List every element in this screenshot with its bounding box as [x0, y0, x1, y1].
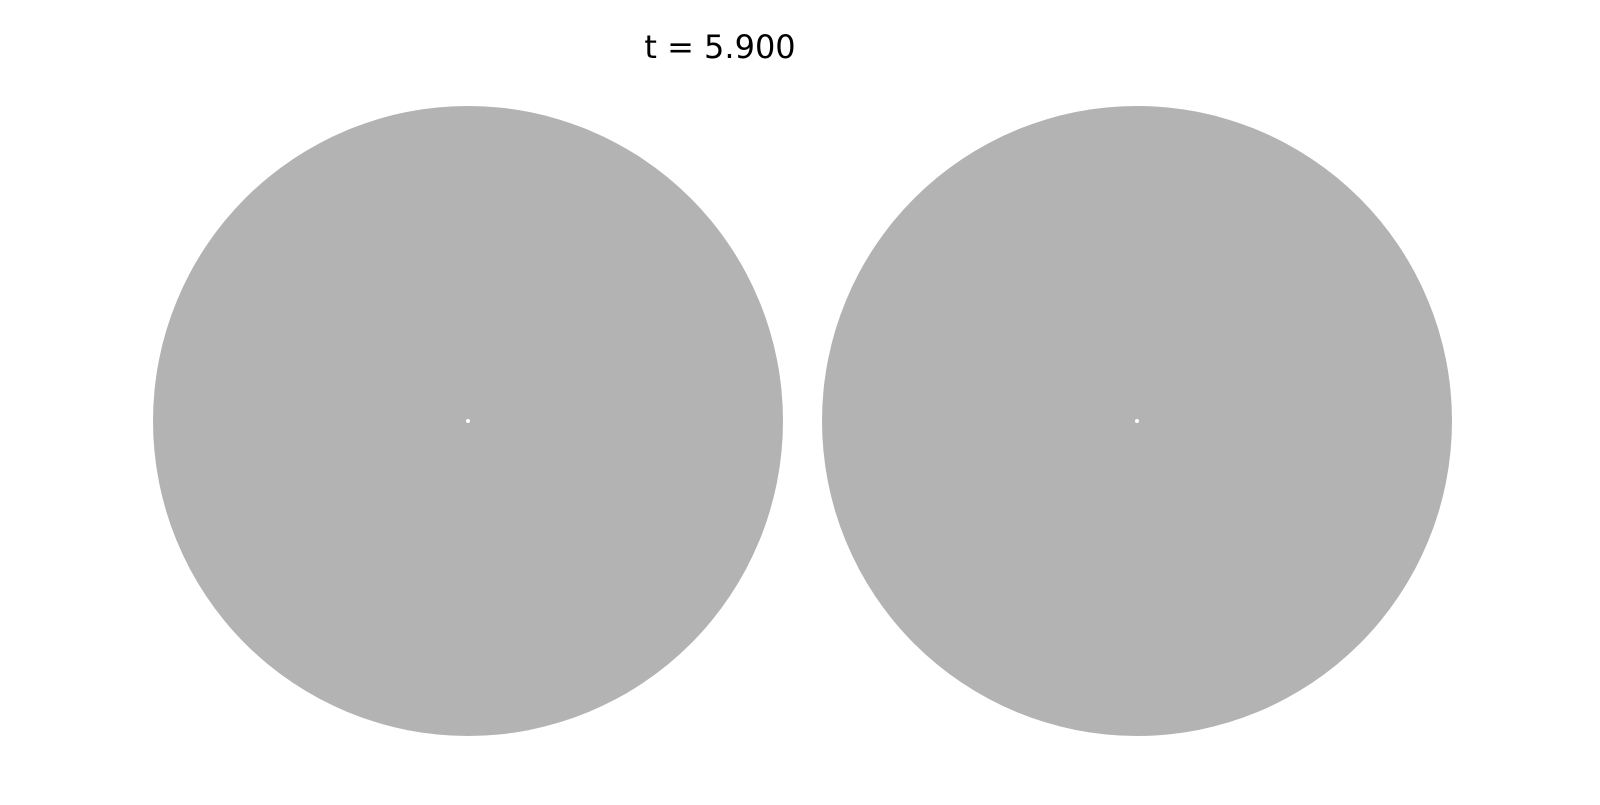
center-marker-left [466, 419, 470, 423]
panel-left [153, 106, 783, 736]
panel-right [822, 106, 1452, 736]
center-marker-right [1135, 419, 1139, 423]
figure-title: t = 5.900 [644, 28, 796, 66]
